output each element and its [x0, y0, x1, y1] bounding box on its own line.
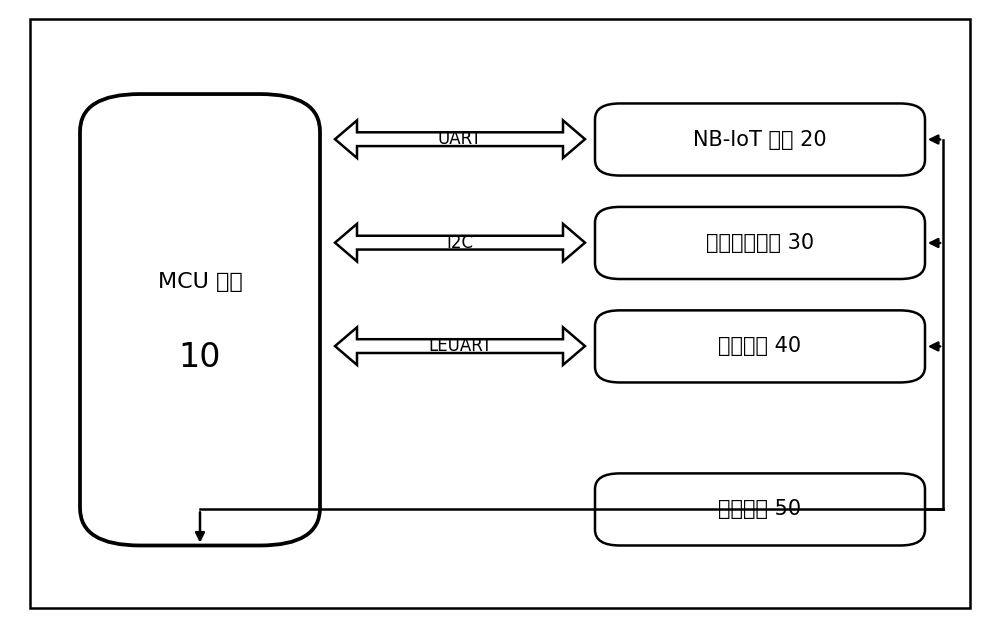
FancyBboxPatch shape [595, 310, 925, 382]
Text: LEUART: LEUART [428, 337, 492, 355]
Text: I2C: I2C [446, 234, 474, 251]
FancyBboxPatch shape [80, 94, 320, 545]
Polygon shape [335, 224, 585, 261]
Polygon shape [335, 120, 585, 158]
Text: 加速度计模块 30: 加速度计模块 30 [706, 233, 814, 253]
FancyBboxPatch shape [595, 473, 925, 545]
Text: NB-IoT 模块 20: NB-IoT 模块 20 [693, 130, 827, 149]
Text: 10: 10 [179, 341, 221, 374]
Text: MCU 模块: MCU 模块 [158, 272, 242, 292]
FancyBboxPatch shape [595, 207, 925, 279]
Text: UART: UART [438, 130, 482, 148]
Text: 电源模块 50: 电源模块 50 [718, 500, 802, 519]
Polygon shape [335, 327, 585, 365]
FancyBboxPatch shape [595, 103, 925, 176]
Text: 定位模块 40: 定位模块 40 [718, 337, 802, 356]
